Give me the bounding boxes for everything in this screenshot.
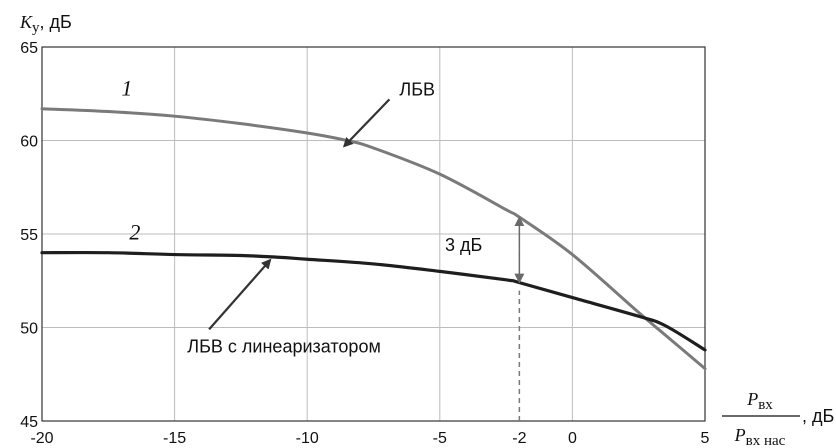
x-tick-label: -10 <box>296 430 319 447</box>
y-tick-label: 45 <box>20 414 38 431</box>
series-label-2: ЛБВ с линеаризатором <box>187 336 381 356</box>
curve-number-2: 2 <box>129 220 140 245</box>
annotation-arrow-2 <box>209 260 270 329</box>
y-axis-title: Kу, дБ <box>19 12 72 36</box>
svg-text:, дБ: , дБ <box>802 406 834 426</box>
series-line-1 <box>42 109 705 369</box>
svg-text:Pвх нас: Pвх нас <box>734 425 786 448</box>
grid-layer <box>42 47 705 421</box>
y-tick-label: 65 <box>20 40 38 57</box>
gain-difference-label: 3 дБ <box>445 235 482 255</box>
x-axis-title: Pвх Pвх нас , дБ <box>722 389 834 448</box>
svg-text:Pвх: Pвх <box>746 389 773 413</box>
x-tick-label: 0 <box>568 430 577 447</box>
series-label-1: ЛБВ <box>399 79 435 99</box>
series-line-2 <box>42 253 705 350</box>
x-tick-label: -2 <box>512 430 526 447</box>
y-tick-label: 50 <box>20 321 38 338</box>
x-tick-label: -20 <box>30 430 53 447</box>
x-tick-label: -15 <box>163 430 186 447</box>
y-tick-label: 60 <box>20 134 38 151</box>
y-tick-label: 55 <box>20 227 38 244</box>
curve-number-1: 1 <box>121 76 132 101</box>
annotation-layer: ЛБВ ЛБВ с линеаризатором 1 2 3 дБ <box>121 76 519 421</box>
x-tick-label: -5 <box>433 430 447 447</box>
annotation-arrow-1 <box>344 99 389 146</box>
series-layer <box>42 109 705 369</box>
x-tick-label: 5 <box>701 430 710 447</box>
